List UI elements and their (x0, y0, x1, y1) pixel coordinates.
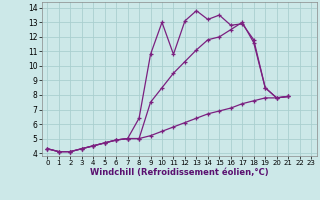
X-axis label: Windchill (Refroidissement éolien,°C): Windchill (Refroidissement éolien,°C) (90, 168, 268, 177)
